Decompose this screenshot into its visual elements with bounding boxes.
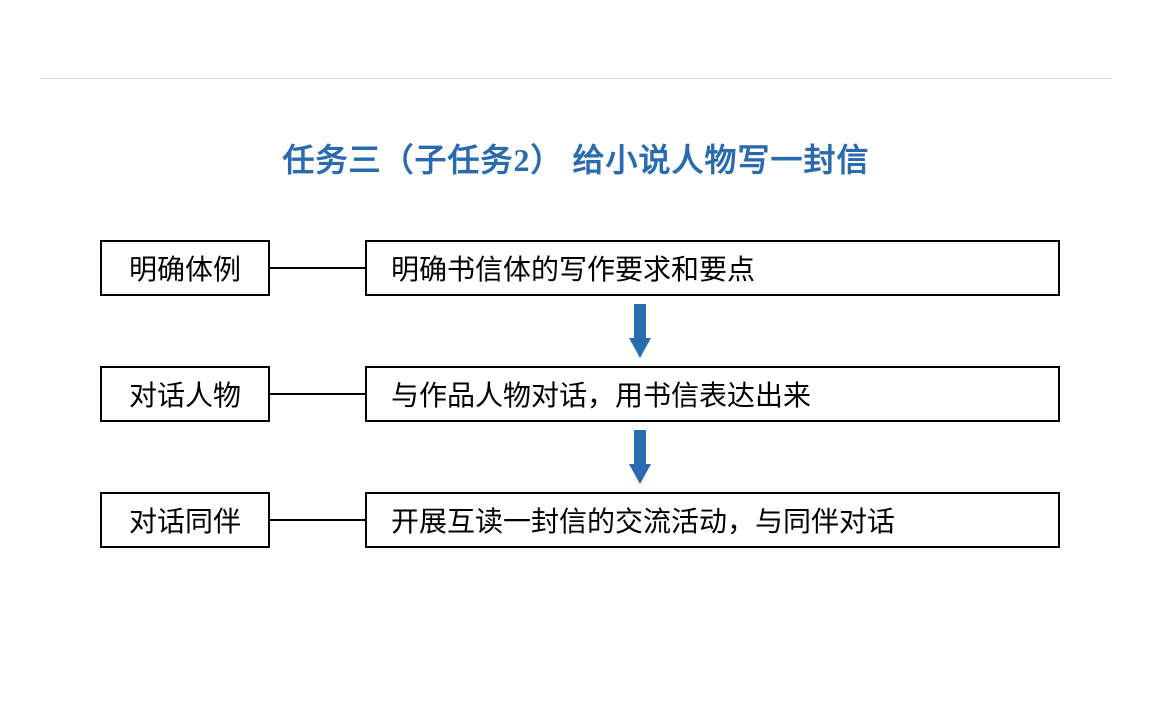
connector-line xyxy=(270,519,365,521)
down-arrow-icon xyxy=(629,430,651,484)
left-box-3: 对话同伴 xyxy=(100,492,270,548)
top-divider xyxy=(40,78,1112,79)
arrow-shaft xyxy=(634,430,646,466)
left-box-1: 明确体例 xyxy=(100,240,270,296)
arrow-gap xyxy=(100,296,1060,366)
left-box-2: 对话人物 xyxy=(100,366,270,422)
right-box-3: 开展互读一封信的交流活动，与同伴对话 xyxy=(365,492,1060,548)
arrow-shaft xyxy=(634,304,646,340)
connector-line xyxy=(270,267,365,269)
flowchart-row: 对话人物 与作品人物对话，用书信表达出来 xyxy=(100,366,1060,422)
flowchart-container: 明确体例 明确书信体的写作要求和要点 对话人物 与作品人物对话，用书信表达出来 … xyxy=(100,240,1060,548)
right-box-1: 明确书信体的写作要求和要点 xyxy=(365,240,1060,296)
arrow-head xyxy=(629,338,651,358)
right-box-2: 与作品人物对话，用书信表达出来 xyxy=(365,366,1060,422)
page-title: 任务三（子任务2） 给小说人物写一封信 xyxy=(0,135,1152,181)
flowchart-row: 对话同伴 开展互读一封信的交流活动，与同伴对话 xyxy=(100,492,1060,548)
arrow-gap xyxy=(100,422,1060,492)
arrow-head xyxy=(629,464,651,484)
flowchart-row: 明确体例 明确书信体的写作要求和要点 xyxy=(100,240,1060,296)
down-arrow-icon xyxy=(629,304,651,358)
connector-line xyxy=(270,393,365,395)
